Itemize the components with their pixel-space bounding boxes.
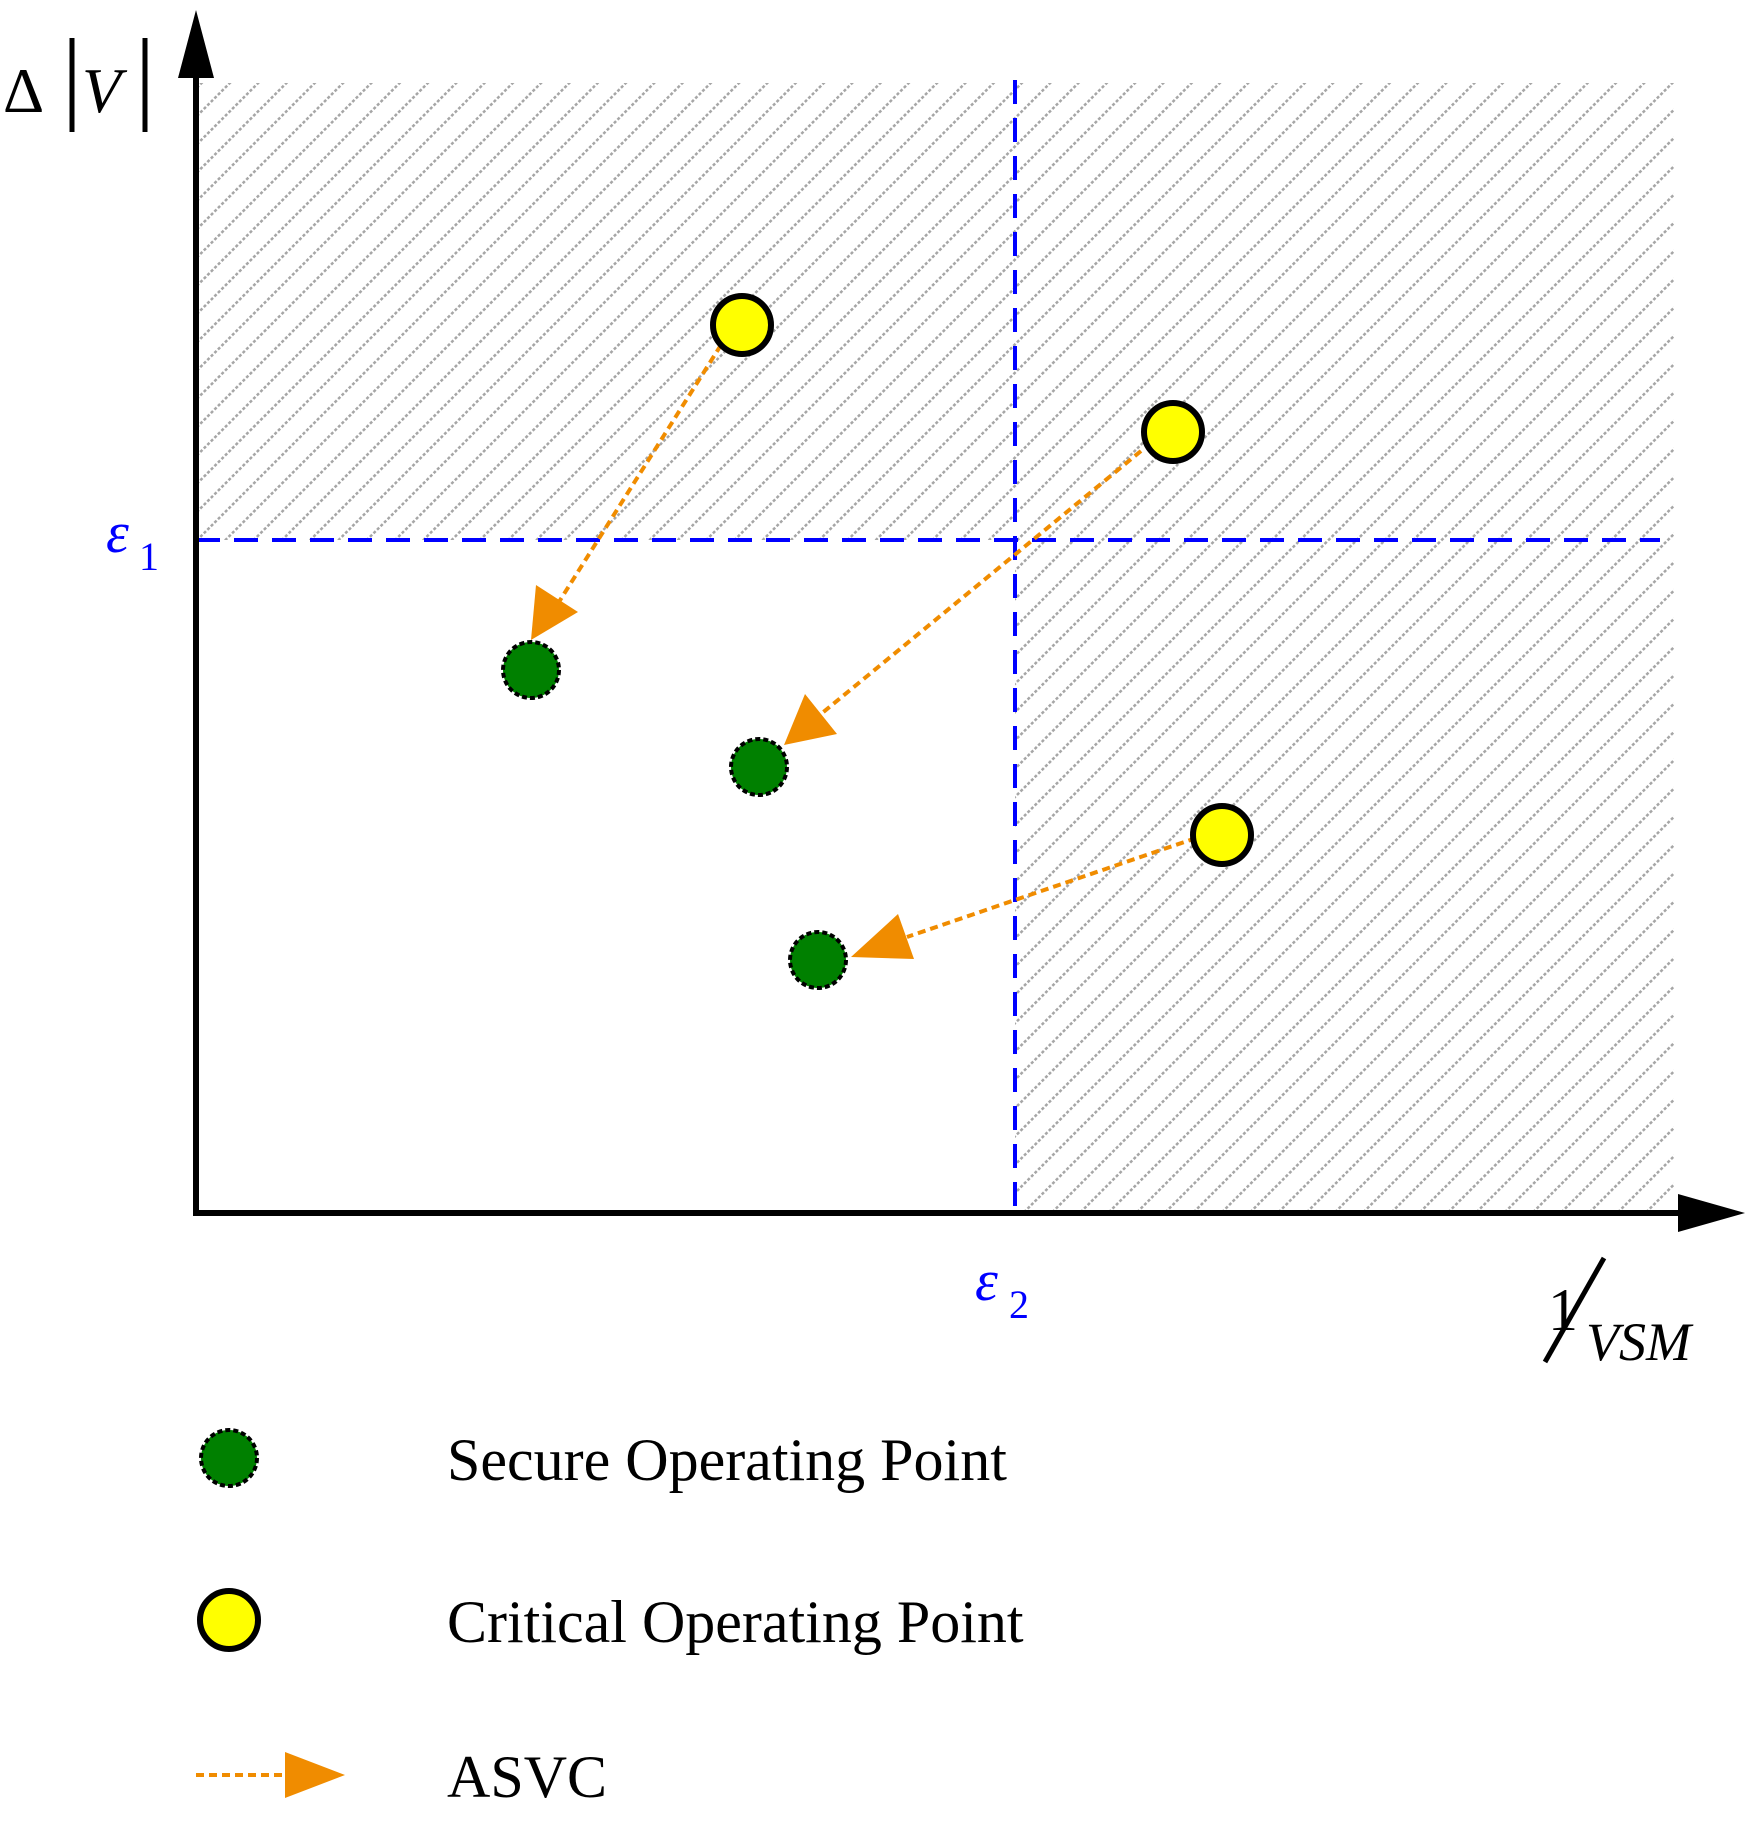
epsilon1-subscript: 1 bbox=[139, 534, 159, 579]
epsilon2-subscript: 2 bbox=[1009, 1282, 1029, 1327]
critical-operating-point bbox=[1141, 400, 1205, 464]
y-axis-arrowhead bbox=[178, 10, 214, 78]
legend-secure-label: Secure Operating Point bbox=[447, 1427, 1007, 1493]
legend-item-secure: Secure Operating Point bbox=[199, 1427, 1007, 1493]
secure-operating-point bbox=[788, 930, 848, 990]
asvc-arrow bbox=[531, 343, 723, 640]
y-axis-label-delta: Δ bbox=[3, 55, 44, 126]
legend-item-asvc: ASVC bbox=[196, 1744, 607, 1810]
asvc-arrowhead bbox=[851, 914, 914, 959]
legend-asvc-label: ASVC bbox=[447, 1744, 607, 1810]
legend-critical-label: Critical Operating Point bbox=[447, 1589, 1024, 1655]
asvc-arrow bbox=[851, 836, 1197, 959]
x-axis-label: 1 VSM bbox=[1542, 1256, 1694, 1372]
secure-operating-point bbox=[729, 737, 789, 797]
epsilon2-symbol: ε bbox=[975, 1248, 998, 1313]
legend: Secure Operating Point Critical Operatin… bbox=[196, 1427, 1024, 1810]
unsafe-region bbox=[196, 83, 1674, 1210]
x-axis-label-denominator: VSM bbox=[1586, 1312, 1694, 1372]
legend-asvc-arrowhead bbox=[285, 1752, 345, 1798]
x-axis-arrowhead bbox=[1678, 1194, 1745, 1232]
secure-operating-point bbox=[501, 640, 561, 700]
asvc-arrowhead bbox=[531, 585, 578, 640]
legend-critical-marker bbox=[197, 1588, 261, 1652]
legend-item-critical: Critical Operating Point bbox=[197, 1588, 1024, 1655]
asvc-arrowhead bbox=[784, 694, 837, 745]
critical-operating-point bbox=[710, 293, 774, 357]
asvc-arrow bbox=[784, 449, 1143, 745]
x-axis-label-slash bbox=[1542, 1256, 1607, 1364]
epsilon2-label: ε 2 bbox=[975, 1248, 1029, 1327]
y-axis-label-var: V bbox=[82, 55, 128, 126]
epsilon1-symbol: ε bbox=[106, 500, 129, 565]
critical-operating-point bbox=[1190, 803, 1254, 867]
y-axis-label: Δ V bbox=[3, 38, 148, 132]
epsilon1-label: ε 1 bbox=[106, 500, 159, 579]
legend-secure-marker bbox=[199, 1428, 259, 1488]
